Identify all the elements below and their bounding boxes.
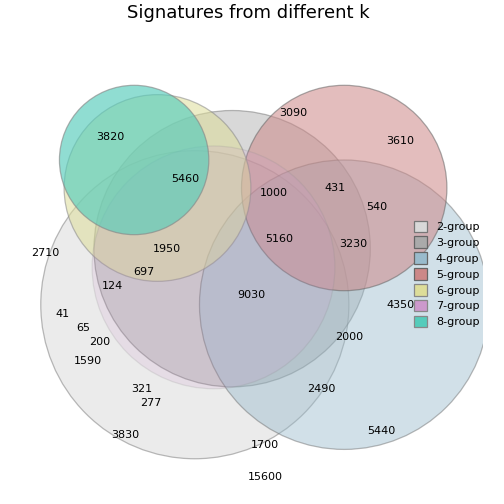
Text: 1950: 1950 xyxy=(153,243,181,254)
Text: 321: 321 xyxy=(131,384,152,394)
Text: 4350: 4350 xyxy=(386,300,414,309)
Text: 3610: 3610 xyxy=(386,136,414,146)
Text: 3830: 3830 xyxy=(111,430,139,440)
Circle shape xyxy=(200,160,489,450)
Text: 9030: 9030 xyxy=(237,290,265,300)
Legend: 2-group, 3-group, 4-group, 5-group, 6-group, 7-group, 8-group: 2-group, 3-group, 4-group, 5-group, 6-gr… xyxy=(414,221,479,328)
Text: 277: 277 xyxy=(140,398,162,408)
Text: 41: 41 xyxy=(55,309,70,319)
Title: Signatures from different k: Signatures from different k xyxy=(127,4,369,22)
Text: 3820: 3820 xyxy=(97,132,125,142)
Text: 2490: 2490 xyxy=(306,384,335,394)
Circle shape xyxy=(94,110,370,387)
Circle shape xyxy=(41,151,349,459)
Circle shape xyxy=(64,95,251,281)
Text: 2710: 2710 xyxy=(31,248,59,259)
Text: 5460: 5460 xyxy=(171,174,200,183)
Text: 15600: 15600 xyxy=(247,472,282,482)
Text: 1000: 1000 xyxy=(260,187,288,198)
Text: 1590: 1590 xyxy=(74,356,101,366)
Text: 540: 540 xyxy=(366,202,388,212)
Text: 3230: 3230 xyxy=(340,239,367,249)
Text: 65: 65 xyxy=(76,323,90,333)
Text: 124: 124 xyxy=(102,281,123,291)
Text: 200: 200 xyxy=(89,337,110,347)
Text: 5160: 5160 xyxy=(265,234,293,244)
Text: 2000: 2000 xyxy=(335,332,363,342)
Text: 431: 431 xyxy=(324,183,345,193)
Circle shape xyxy=(92,146,335,389)
Text: 3090: 3090 xyxy=(279,108,307,118)
Circle shape xyxy=(59,85,209,235)
Text: 697: 697 xyxy=(133,267,154,277)
Text: 5440: 5440 xyxy=(367,426,396,436)
Text: 1700: 1700 xyxy=(251,440,279,450)
Circle shape xyxy=(241,85,447,291)
